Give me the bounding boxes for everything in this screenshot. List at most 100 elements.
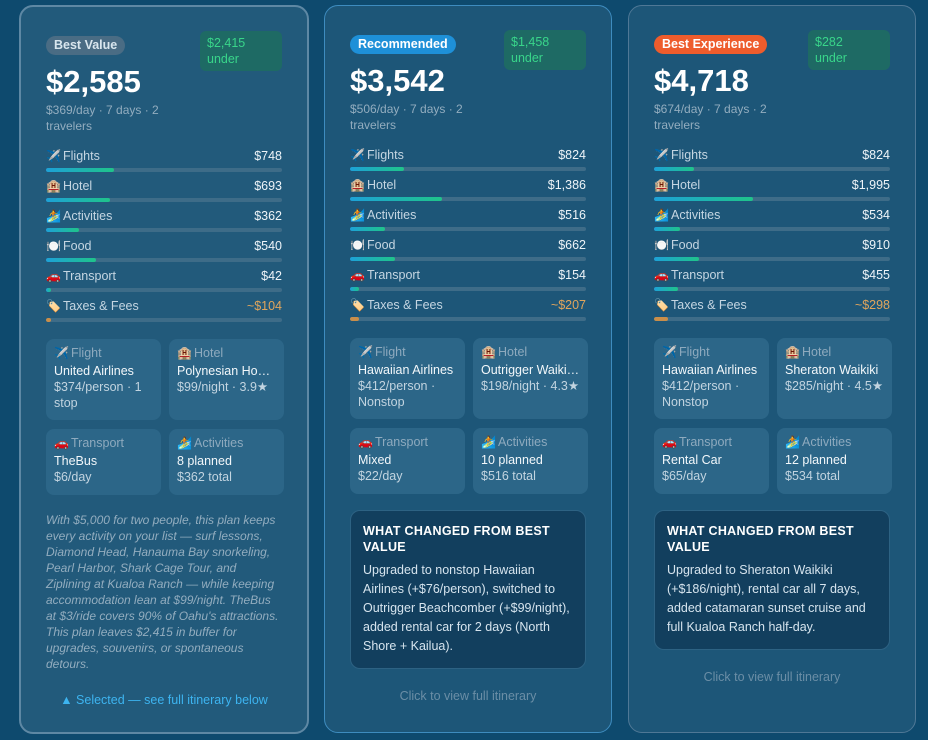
- plan-badge: Best Experience: [654, 35, 768, 54]
- plan-badge: Recommended: [350, 35, 456, 54]
- surfer-icon: 🏄: [654, 208, 669, 222]
- cost-bar: [654, 317, 890, 321]
- cost-label: Hotel: [367, 178, 397, 192]
- surfer-icon: 🏄: [481, 435, 496, 449]
- cost-row-transport: 🚗 Transport $42: [46, 269, 282, 299]
- plan-total: $3,542: [350, 63, 445, 98]
- tile-label: Activities: [498, 435, 548, 449]
- cost-bar: [350, 197, 586, 201]
- cost-value: ~$104: [246, 299, 282, 313]
- surfer-icon: 🏄: [785, 435, 800, 449]
- tile-detail: $285/night · 4.5★: [785, 379, 884, 393]
- under-label: under: [207, 52, 239, 66]
- tile-name: Hawaiian Airlines: [358, 363, 454, 377]
- cost-bar-fill: [350, 257, 395, 261]
- transport-tile: 🚗 Transport TheBus $6/day: [46, 429, 161, 495]
- what-changed-box: WHAT CHANGED FROM BEST VALUE Upgraded to…: [654, 510, 890, 650]
- cost-breakdown: ✈️ Flights $748 🏨 Hotel $693 🏄 Activities $…: [46, 149, 282, 329]
- under-budget-badge: $282 under: [808, 30, 890, 70]
- hotel-icon: 🏨: [785, 345, 800, 359]
- tile-name: Outrigger Waikiki Beachcomber: [481, 363, 580, 377]
- tile-label: Flight: [71, 346, 102, 360]
- cost-label: Flights: [367, 148, 404, 162]
- tile-label: Activities: [802, 435, 852, 449]
- car-icon: 🚗: [54, 436, 69, 450]
- view-itinerary-link[interactable]: Click to view full itinerary: [703, 670, 841, 684]
- plan-card-best-value[interactable]: Best Value $2,415 under $2,585 $369/day …: [19, 5, 309, 734]
- cost-label: Food: [63, 239, 92, 253]
- airplane-icon: ✈️: [54, 346, 69, 360]
- cost-value: $693: [254, 179, 282, 193]
- airplane-icon: ✈️: [662, 345, 677, 359]
- plan-card-recommended[interactable]: Recommended $1,458 under $3,542 $506/day…: [324, 5, 612, 733]
- airplane-icon: ✈️: [654, 148, 669, 162]
- tile-detail: $362 total: [177, 470, 232, 484]
- what-changed-text: Upgraded to Sheraton Waikiki (+$186/nigh…: [667, 563, 866, 634]
- cost-row-hotel: 🏨 Hotel $693: [46, 179, 282, 209]
- view-itinerary-link[interactable]: Click to view full itinerary: [399, 689, 537, 703]
- tile-label: Hotel: [498, 345, 528, 359]
- cost-value: $910: [862, 238, 890, 252]
- car-icon: 🚗: [654, 268, 669, 282]
- cost-label: Food: [671, 238, 700, 252]
- cost-value: ~$207: [550, 298, 586, 312]
- cost-bar: [350, 317, 586, 321]
- cost-bar-fill: [46, 198, 110, 202]
- airplane-icon: ✈️: [350, 148, 365, 162]
- cost-breakdown: ✈️ Flights $824 🏨 Hotel $1,386 🏄 Activities…: [350, 148, 586, 328]
- cost-value: $534: [862, 208, 890, 222]
- surfer-icon: 🏄: [46, 209, 61, 223]
- cost-bar-fill: [654, 317, 669, 321]
- cost-label: Hotel: [671, 178, 701, 192]
- selected-indicator-link[interactable]: ▲ Selected — see full itinerary below: [60, 693, 268, 707]
- cost-row-transport: 🚗 Transport $455: [654, 268, 890, 298]
- cost-row-hotel: 🏨 Hotel $1,995: [654, 178, 890, 208]
- cost-bar-fill: [46, 168, 115, 172]
- hotel-tile: 🏨 Hotel Sheraton Waikiki $285/night · 4.5…: [777, 338, 892, 419]
- cost-bar-fill: [46, 228, 80, 232]
- cost-value: ~$298: [854, 298, 890, 312]
- cost-bar: [46, 228, 282, 232]
- tile-name: 10 planned: [481, 453, 543, 467]
- airplane-icon: ✈️: [46, 149, 61, 163]
- tile-name: 12 planned: [785, 453, 847, 467]
- tile-label: Activities: [194, 436, 244, 450]
- cost-label: Flights: [671, 148, 708, 162]
- cost-bar: [350, 167, 586, 171]
- per-day-summary: $369/day · 7 days · 2 travelers: [46, 103, 159, 133]
- cost-bar-fill: [350, 197, 443, 201]
- cost-value: $455: [862, 268, 890, 282]
- cost-bar: [46, 288, 282, 292]
- cost-breakdown: ✈️ Flights $824 🏨 Hotel $1,995 🏄 Activities…: [654, 148, 890, 328]
- cost-bar-fill: [654, 197, 754, 201]
- cost-value: $662: [558, 238, 586, 252]
- cost-value: $824: [862, 148, 890, 162]
- cost-label: Activities: [367, 208, 417, 222]
- tile-detail: $99/night · 3.9★: [177, 380, 269, 394]
- tile-name: United Airlines: [54, 364, 134, 378]
- tile-name: 8 planned: [177, 454, 232, 468]
- cost-bar-fill: [350, 167, 405, 171]
- cost-row-taxes: 🏷️ Taxes & Fees ~$298: [654, 298, 890, 328]
- tile-label: Hotel: [802, 345, 832, 359]
- cost-label: Hotel: [63, 179, 93, 193]
- hotel-icon: 🏨: [481, 345, 496, 359]
- cost-label: Activities: [63, 209, 113, 223]
- tile-detail: $412/person · Nonstop: [358, 379, 436, 409]
- hotel-icon: 🏨: [46, 179, 61, 193]
- cost-value: $540: [254, 239, 282, 253]
- tile-detail: $6/day: [54, 470, 92, 484]
- plan-card-best-experience[interactable]: Best Experience $282 under $4,718 $674/d…: [628, 5, 916, 733]
- cost-bar: [46, 258, 282, 262]
- cost-bar-fill: [654, 257, 699, 261]
- what-changed-text: Upgraded to nonstop Hawaiian Airlines (+…: [363, 563, 570, 653]
- hotel-tile: 🏨Hotel Outrigger Waikiki Beachcomber $19…: [473, 338, 588, 419]
- cost-bar-fill: [46, 288, 51, 292]
- plate-icon: 🍽️: [46, 239, 61, 253]
- per-day-summary: $674/day · 7 days · 2 travelers: [654, 102, 767, 132]
- tile-detail: $534 total: [785, 469, 840, 483]
- airplane-icon: ✈️: [358, 345, 373, 359]
- cost-bar: [46, 318, 282, 322]
- activities-tile: 🏄 Activities 10 planned $516 total: [473, 428, 588, 494]
- activities-tile: 🏄 Activities 8 planned $362 total: [169, 429, 284, 495]
